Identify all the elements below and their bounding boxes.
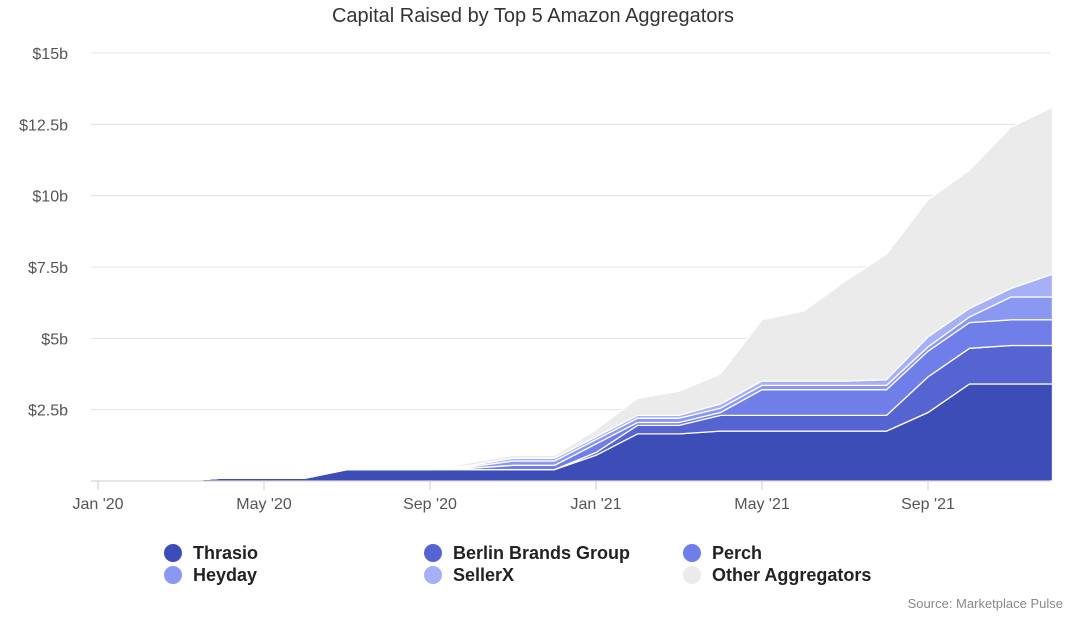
y-tick-label: $12.5b	[19, 117, 68, 134]
legend-item-heyday[interactable]: Heyday	[164, 565, 257, 585]
legend-label: Other Aggregators	[712, 565, 871, 585]
x-tick-label: May '20	[236, 496, 292, 513]
legend-label: Thrasio	[193, 543, 258, 563]
legend-swatch	[683, 566, 701, 584]
legend-label: SellerX	[453, 565, 514, 585]
legend-swatch	[164, 544, 182, 562]
legend-item-perch[interactable]: Perch	[683, 543, 762, 563]
area-series-other-aggregators	[98, 106, 1054, 482]
x-tick-label: Sep '20	[403, 496, 457, 513]
y-axis-tick-labels: $2.5b $5b $7.5b $10b $12.5b $15b	[19, 46, 68, 420]
stacked-areas	[98, 106, 1054, 482]
legend: Thrasio Berlin Brands Group Perch Heyday Sel…	[164, 543, 871, 585]
legend-item-thrasio[interactable]: Thrasio	[164, 543, 258, 563]
legend-swatch	[683, 544, 701, 562]
legend-label: Berlin Brands Group	[453, 543, 630, 563]
x-tick-label: Jan '20	[72, 496, 123, 513]
y-tick-label: $5b	[41, 331, 68, 348]
legend-swatch	[164, 566, 182, 584]
y-tick-label: $2.5b	[28, 403, 68, 420]
legend-item-sellerx[interactable]: SellerX	[424, 565, 514, 585]
y-tick-label: $7.5b	[28, 260, 68, 277]
legend-item-berlin-brands-group[interactable]: Berlin Brands Group	[424, 543, 630, 563]
x-tick-label: May '21	[734, 496, 790, 513]
x-tick-label: Jan '21	[570, 496, 621, 513]
x-axis: Jan '20 May '20 Sep '20 Jan '21 May '21 Sep '…	[72, 480, 1050, 513]
legend-label: Heyday	[193, 565, 257, 585]
y-tick-label: $10b	[32, 189, 68, 206]
chart-title: Capital Raised by Top 5 Amazon Aggregato…	[332, 5, 734, 27]
x-tick-label: Sep '21	[901, 496, 955, 513]
legend-swatch	[424, 544, 442, 562]
legend-label: Perch	[712, 543, 762, 563]
legend-item-other-aggregators[interactable]: Other Aggregators	[683, 565, 871, 585]
y-tick-label: $15b	[32, 46, 68, 63]
legend-swatch	[424, 566, 442, 584]
source-note: Source: Marketplace Pulse	[908, 596, 1063, 611]
